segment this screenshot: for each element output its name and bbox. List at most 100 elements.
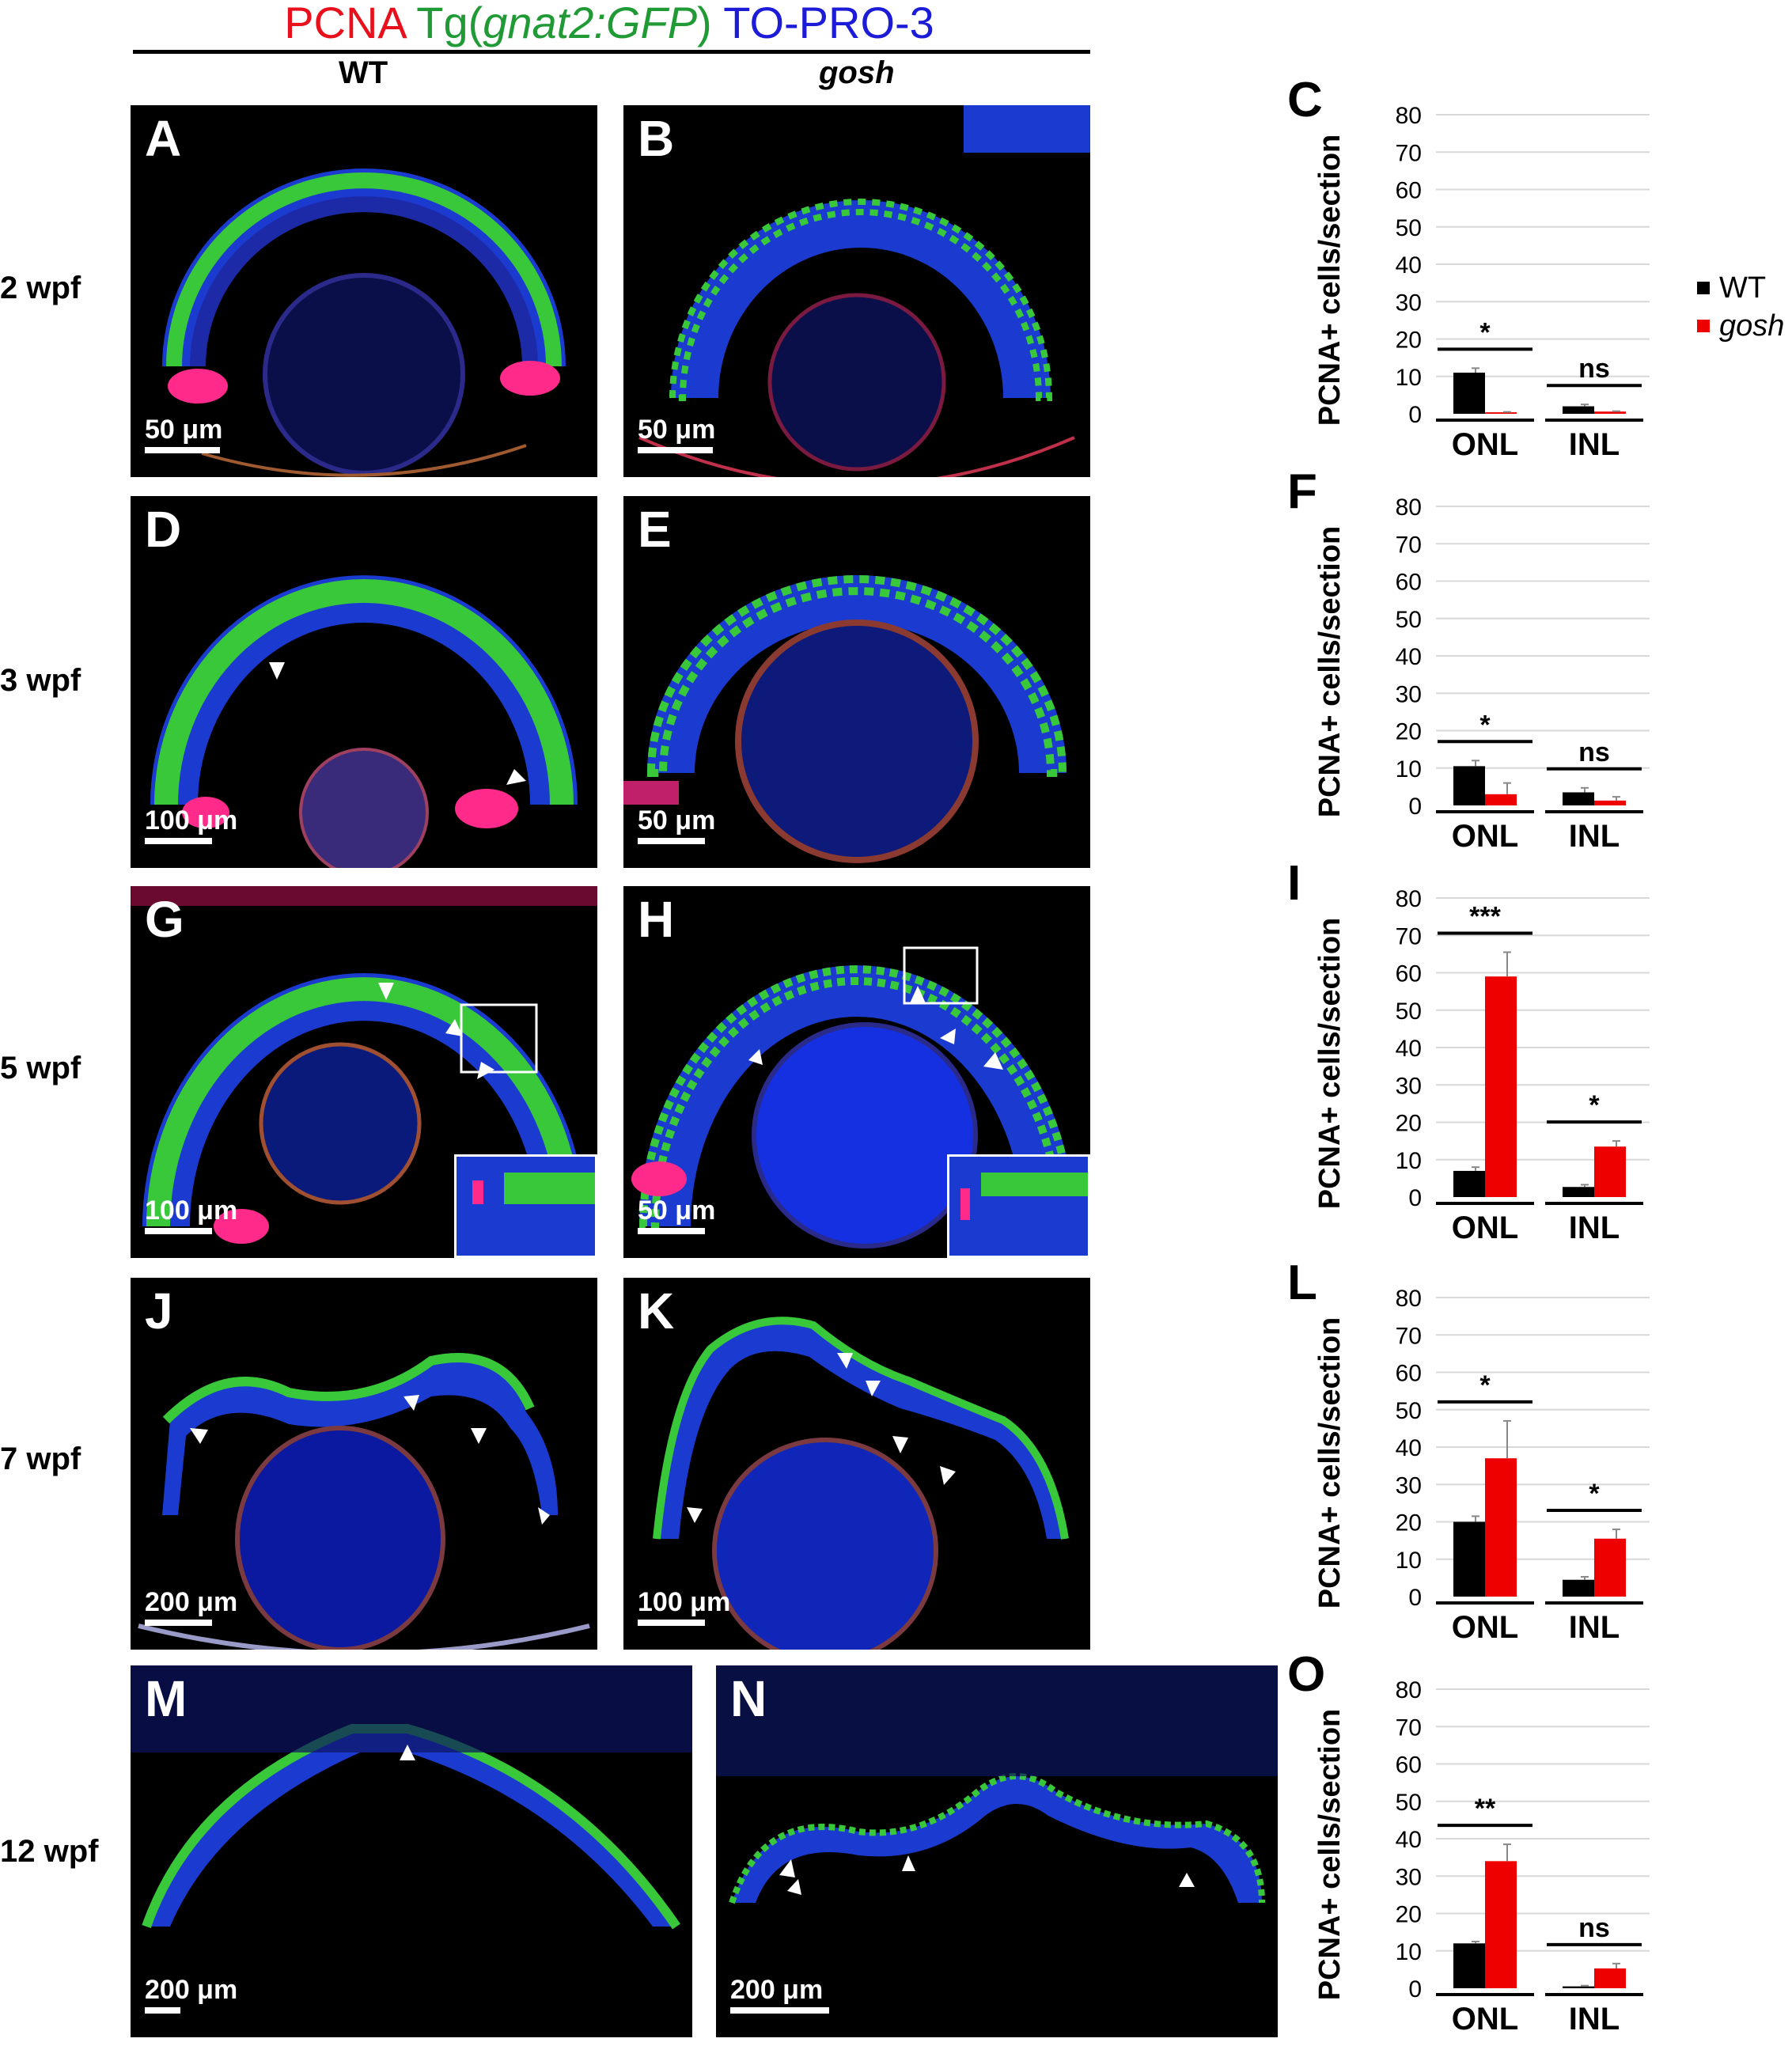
- bar-wt-inl: [1563, 1187, 1594, 1197]
- chart-f-svg: PCNA+ cells/section 0 10 20 30 40 50 60 70 80 * ONL…: [1313, 494, 1650, 854]
- y-tick-label: 80: [1396, 886, 1422, 912]
- bar-gosh-onl: [1485, 794, 1517, 805]
- x-category-label: INL: [1569, 819, 1620, 854]
- y-tick-label: 30: [1396, 1073, 1422, 1099]
- significance-label: *: [1589, 1479, 1600, 1509]
- chart-o-svg: PCNA+ cells/section 0 10 20 30 40 50 60 70 80 ** ON…: [1313, 1677, 1650, 2037]
- y-tick-label: 70: [1396, 140, 1422, 166]
- scale-bar: 50 μm: [145, 415, 222, 453]
- y-tick-label: 50: [1396, 215, 1422, 241]
- y-tick-label: 10: [1396, 365, 1422, 391]
- y-tick-label: 30: [1396, 681, 1422, 707]
- bar-gosh-onl: [1485, 976, 1517, 1197]
- y-tick-label: 80: [1396, 1286, 1422, 1312]
- scale-bar-label: 100 μm: [638, 1587, 731, 1617]
- x-category-label: ONL: [1452, 1211, 1518, 1245]
- row-label-7wpf: 7 wpf: [0, 1442, 81, 1476]
- chart-i-svg: PCNA+ cells/section 0 10 20 30 40 50 60 70 80 *** O…: [1313, 886, 1650, 1245]
- y-tick-label: 60: [1396, 1752, 1422, 1779]
- y-axis-label: PCNA+ cells/section: [1313, 918, 1347, 1210]
- y-tick-label: 30: [1396, 290, 1422, 316]
- scale-bar-line: [145, 1620, 212, 1626]
- y-axis-label: PCNA+ cells/section: [1313, 526, 1347, 818]
- scale-bar-label: 50 μm: [638, 415, 716, 445]
- chart-c-svg: PCNA+ cells/section 0 10 20 30 40 50 60 70 80 * ONL…: [1313, 103, 1650, 462]
- scale-bar: 50 μm: [638, 1195, 715, 1234]
- scale-bar: 100 μm: [145, 805, 237, 844]
- y-tick-label: 10: [1396, 756, 1422, 782]
- y-tick-label: 20: [1396, 719, 1422, 745]
- micrograph-panel-h: H 50 μm: [623, 886, 1090, 1258]
- chart-o: PCNA+ cells/section 0 10 20 30 40 50 60 70 80 ** ON…: [1278, 1650, 1792, 2037]
- row-label-12wpf: 12 wpf: [0, 1834, 99, 1869]
- micrograph-panel-a: A 50 μm: [131, 105, 597, 477]
- significance-label: **: [1475, 1794, 1496, 1824]
- significance-label: *: [1479, 317, 1491, 347]
- y-tick-label: 20: [1396, 328, 1422, 354]
- stain-gfp-suffix: ): [697, 0, 712, 47]
- bar-gosh-inl: [1594, 1968, 1626, 1988]
- y-tick-label: 10: [1396, 1548, 1422, 1574]
- y-tick-label: 80: [1396, 494, 1422, 521]
- bar-gosh-inl: [1594, 1538, 1626, 1597]
- panel-letter: B: [638, 110, 675, 167]
- y-tick-label: 60: [1396, 570, 1422, 596]
- bar-gosh-inl: [1594, 411, 1626, 414]
- y-tick-label: 60: [1396, 178, 1422, 204]
- y-tick-label: 60: [1396, 1361, 1422, 1387]
- chart-i: PCNA+ cells/section 0 10 20 30 40 50 60 70 80 *** O…: [1278, 858, 1792, 1246]
- y-tick-label: 70: [1396, 923, 1422, 949]
- legend-item-wt: WT: [1697, 269, 1784, 307]
- scale-bar-label: 200 μm: [730, 1975, 824, 2005]
- stain-gfp-prefix: Tg(: [416, 0, 483, 47]
- bar-wt-inl: [1563, 406, 1594, 414]
- scale-bar-line: [638, 838, 705, 844]
- stain-gfp-italic: gnat2:GFP: [483, 0, 698, 47]
- scale-bar-label: 200 μm: [145, 1975, 238, 2005]
- micrograph-panel-b: B 50 μm: [623, 105, 1090, 477]
- x-category-label: ONL: [1452, 1610, 1518, 1645]
- bar-wt-onl: [1453, 1521, 1485, 1597]
- legend-swatch: [1697, 282, 1710, 294]
- bar-wt-onl: [1453, 766, 1485, 805]
- chart-letter: C: [1287, 73, 1323, 127]
- bar-wt-inl: [1563, 792, 1594, 805]
- scale-bar: 50 μm: [638, 415, 715, 453]
- y-tick-label: 50: [1396, 1398, 1422, 1424]
- scale-bar-label: 100 μm: [145, 1195, 238, 1226]
- micrograph-panel-d: D 100 μm: [131, 496, 597, 868]
- y-tick-label: 0: [1408, 1585, 1422, 1611]
- scale-bar-label: 200 μm: [145, 1587, 238, 1617]
- row-label-2wpf: 2 wpf: [0, 271, 81, 305]
- significance-label: ns: [1578, 1913, 1610, 1943]
- chart-legend: WT gosh: [1697, 269, 1784, 345]
- scale-bar-line: [638, 1620, 705, 1626]
- y-axis-label: PCNA+ cells/section: [1313, 1709, 1347, 2001]
- significance-label: *: [1479, 1370, 1491, 1400]
- y-tick-label: 40: [1396, 1036, 1422, 1062]
- y-tick-label: 40: [1396, 644, 1422, 670]
- significance-label: ns: [1578, 737, 1610, 767]
- y-tick-label: 10: [1396, 1148, 1422, 1174]
- scale-bar-label: 50 μm: [145, 415, 223, 445]
- scale-bar-line: [145, 447, 220, 453]
- micrograph-panel-e: E 50 μm: [623, 496, 1090, 868]
- scale-bar: 200 μm: [145, 1587, 237, 1626]
- bar-gosh-inl: [1594, 800, 1626, 805]
- y-tick-label: 70: [1396, 1714, 1422, 1741]
- y-axis-label: PCNA+ cells/section: [1313, 135, 1347, 426]
- bar-gosh-onl: [1485, 1861, 1517, 1988]
- micrograph-panel-k: K 100 μm: [623, 1278, 1090, 1650]
- y-tick-label: 50: [1396, 998, 1422, 1025]
- micrograph-panel-m: M 200 μm: [131, 1665, 692, 2037]
- chart-letter: O: [1287, 1647, 1326, 1702]
- scale-bar-line: [145, 2007, 180, 2014]
- chart-f: PCNA+ cells/section 0 10 20 30 40 50 60 70 80 * ONL…: [1278, 467, 1792, 854]
- y-axis-label: PCNA+ cells/section: [1313, 1317, 1347, 1609]
- y-tick-label: 20: [1396, 1510, 1422, 1536]
- scale-bar: 100 μm: [145, 1195, 237, 1234]
- y-tick-label: 0: [1408, 794, 1422, 820]
- y-tick-label: 40: [1396, 1827, 1422, 1853]
- stain-topro-label: TO-PRO-3: [723, 0, 934, 47]
- scale-bar-label: 50 μm: [638, 1195, 716, 1226]
